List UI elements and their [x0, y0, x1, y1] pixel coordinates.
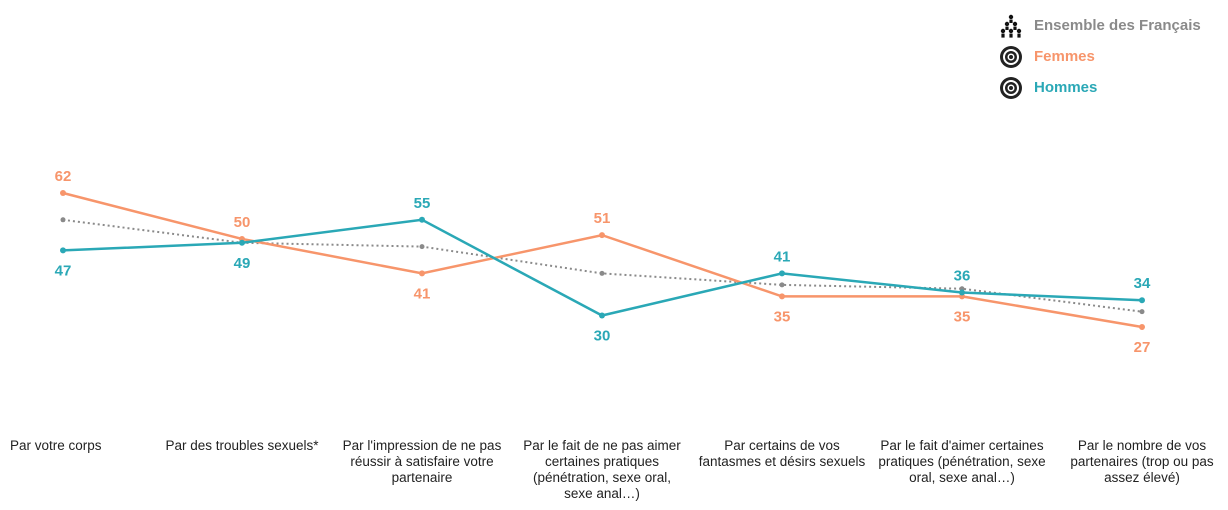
- category-label: Par le nombre de vos partenaires (trop o…: [1070, 438, 1214, 485]
- data-label: 49: [234, 255, 251, 272]
- data-label: 51: [594, 210, 611, 227]
- data-point: [60, 190, 66, 196]
- data-point: [599, 232, 605, 239]
- data-point: [1139, 324, 1145, 330]
- data-point: [1139, 309, 1145, 315]
- data-label: 41: [774, 248, 791, 265]
- data-point: [419, 270, 425, 277]
- data-point: [60, 217, 66, 223]
- data-point: [599, 312, 605, 319]
- data-label: 55: [414, 195, 431, 212]
- legend-item-femmes: Femmes: [998, 41, 1201, 72]
- data-point: [779, 293, 785, 300]
- category-label: Par le fait de ne pas aimer certaines pr…: [523, 438, 681, 501]
- data-point: [419, 244, 425, 250]
- data-label: 27: [1134, 339, 1151, 356]
- target-icon: [1000, 76, 1022, 99]
- category-label: Par des troubles sexuels*: [165, 438, 319, 453]
- data-point: [239, 239, 245, 246]
- data-point: [779, 282, 785, 288]
- data-label: 62: [55, 168, 72, 185]
- legend-item-ensemble: Ensemble des Français: [998, 10, 1201, 41]
- target-icon: [1000, 45, 1022, 68]
- legend: Ensemble des Français Femmes Hommes: [998, 10, 1201, 103]
- data-point: [599, 270, 605, 276]
- legend-label-femmes: Femmes: [1034, 48, 1095, 65]
- data-label: 36: [954, 268, 971, 285]
- legend-label-ensemble: Ensemble des Français: [1034, 17, 1201, 34]
- data-point: [419, 216, 425, 223]
- data-point: [60, 247, 66, 254]
- data-label: 35: [774, 308, 791, 325]
- category-label: Par certains de vos fantasmes et désirs …: [698, 438, 866, 469]
- data-point: [1139, 297, 1145, 304]
- data-label: 50: [234, 214, 251, 231]
- line-chart: 62 50 41 51 35 35 27 47 49 55 30 41 36 34: [55, 168, 1151, 356]
- data-label: 35: [954, 308, 971, 325]
- legend-item-hommes: Hommes: [998, 72, 1201, 103]
- data-point: [959, 289, 965, 296]
- people-pyramid-icon: [1000, 14, 1022, 38]
- data-label: 47: [55, 262, 72, 279]
- data-label: 34: [1134, 275, 1151, 292]
- category-label: Par l'impression de ne pas réussir à sat…: [342, 438, 502, 485]
- data-label: 41: [414, 285, 431, 302]
- legend-label-hommes: Hommes: [1034, 79, 1098, 96]
- data-point: [779, 270, 785, 277]
- data-label: 30: [594, 328, 611, 345]
- category-label: Par le fait d'aimer certaines pratiques …: [878, 438, 1046, 485]
- category-label: Par votre corps: [10, 438, 102, 453]
